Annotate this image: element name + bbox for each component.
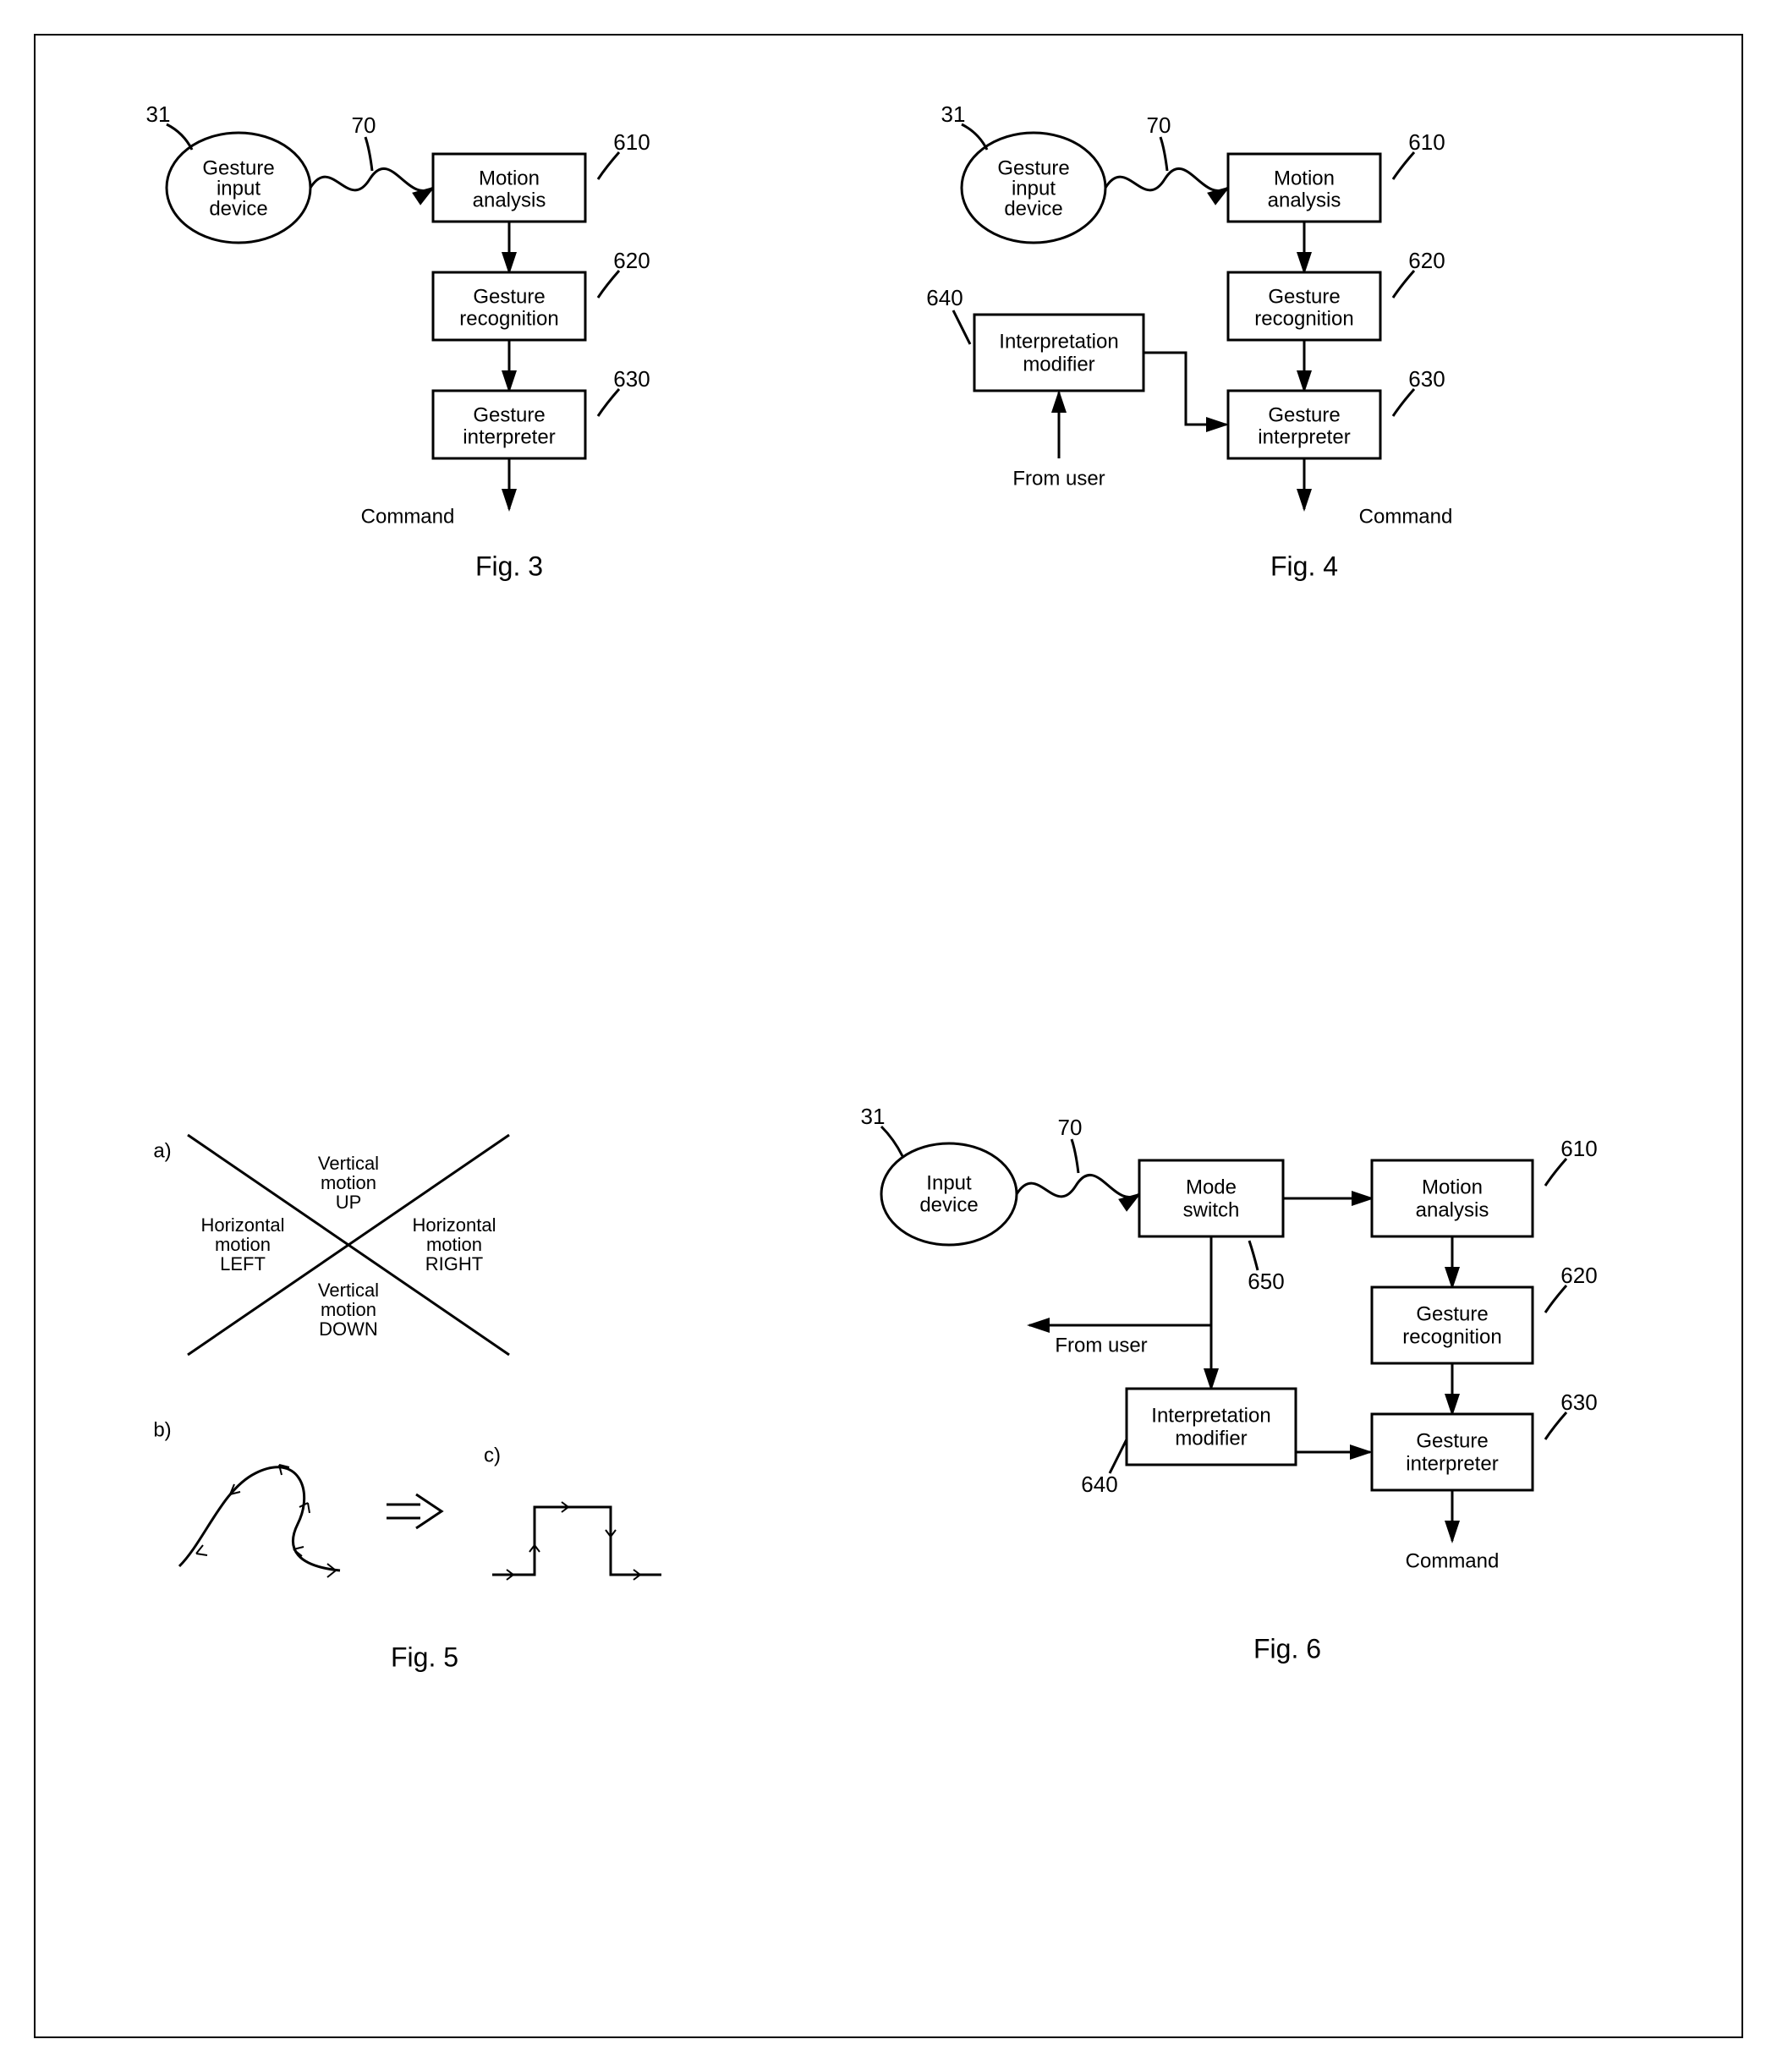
ref-640: 640 [926,285,963,310]
svg-text:Interpretation: Interpretation [1151,1404,1270,1427]
svg-text:motion: motion [321,1299,376,1320]
motion-analysis-l1: Motion [479,167,540,189]
svg-text:device: device [1004,197,1062,220]
step-motion [492,1502,661,1580]
svg-text:modifier: modifier [1023,353,1094,375]
svg-text:analysis: analysis [1416,1198,1489,1221]
figure-3: Gesture input device 31 70 Motion analys… [137,103,687,682]
svg-text:Input: Input [926,1171,972,1194]
fig4-caption: Fig. 4 [1270,551,1338,581]
from-user-label: From user [1055,1334,1147,1357]
ref-610: 610 [1560,1136,1597,1161]
panel-b-label: b) [153,1418,171,1441]
from-user-label: From user [1012,467,1105,490]
svg-text:Mode: Mode [1186,1176,1237,1198]
svg-text:Gesture: Gesture [1268,403,1340,426]
ref-620: 620 [1408,248,1445,273]
panel-a-label: a) [153,1139,171,1162]
svg-text:Horizontal: Horizontal [200,1214,284,1236]
svg-text:Interpretation: Interpretation [999,330,1118,353]
svg-text:Motion: Motion [1274,167,1335,189]
ref-70: 70 [352,112,376,138]
svg-text:Motion: Motion [1422,1176,1483,1198]
svg-text:switch: switch [1183,1198,1240,1221]
gesture-input-label-2: input [217,177,261,200]
ref-630: 630 [613,366,650,392]
ref-31: 31 [941,101,966,127]
svg-text:interpreter: interpreter [1406,1452,1498,1475]
svg-text:modifier: modifier [1175,1427,1247,1450]
figure-6: Input device 31 70 Mode switch 650 Motio… [839,1093,1685,1757]
svg-text:device: device [919,1193,978,1216]
command-label: Command [1359,505,1453,528]
ref-31: 31 [146,101,171,127]
gesture-recog-l1: Gesture [473,285,545,308]
svg-text:input: input [1012,177,1056,200]
panel-c-label: c) [484,1444,501,1466]
gesture-interp-l1: Gesture [473,403,545,426]
svg-text:motion: motion [215,1234,271,1255]
svg-text:Vertical: Vertical [318,1280,379,1301]
command-label: Command [361,505,455,528]
ref-630: 630 [1408,366,1445,392]
ref-650: 650 [1248,1269,1284,1294]
svg-text:Gesture: Gesture [997,156,1069,179]
svg-text:motion: motion [321,1172,376,1193]
gesture-input-label-3: device [209,197,267,220]
svg-text:Horizontal: Horizontal [412,1214,496,1236]
ref-610: 610 [613,129,650,155]
svg-text:UP: UP [336,1192,362,1213]
gesture-input-label-1: Gesture [202,156,274,179]
svg-text:recognition: recognition [1402,1325,1501,1348]
svg-text:analysis: analysis [1268,189,1341,211]
implies-arrow-icon [387,1494,442,1528]
ref-620: 620 [613,248,650,273]
ref-70: 70 [1058,1115,1083,1140]
svg-text:Gesture: Gesture [1416,1302,1488,1325]
svg-text:LEFT: LEFT [220,1253,266,1274]
svg-text:DOWN: DOWN [319,1318,378,1340]
fig6-caption: Fig. 6 [1253,1633,1321,1664]
curvy-motion [179,1465,340,1577]
fig5-caption: Fig. 5 [391,1642,458,1672]
svg-text:Gesture: Gesture [1268,285,1340,308]
ref-630: 630 [1560,1390,1597,1415]
ref-640: 640 [1081,1472,1117,1497]
svg-text:interpreter: interpreter [1258,425,1350,448]
ref-31: 31 [861,1104,886,1129]
svg-text:Vertical: Vertical [318,1153,379,1174]
ref-70: 70 [1147,112,1171,138]
svg-text:Gesture: Gesture [1416,1429,1488,1452]
svg-text:RIGHT: RIGHT [425,1253,483,1274]
motion-analysis-l2: analysis [473,189,546,211]
fig3-caption: Fig. 3 [475,551,543,581]
ref-620: 620 [1560,1263,1597,1288]
gesture-recog-l2: recognition [459,307,558,330]
svg-text:recognition: recognition [1254,307,1353,330]
quadrant-diagram: Vertical motion UP Horizontal motion RIG… [188,1135,509,1355]
figure-4: Gesture input device 31 70 Motion analys… [924,103,1643,682]
ref-610: 610 [1408,129,1445,155]
figure-5: a) Vertical motion UP Horizontal motion … [137,1118,746,1714]
gesture-interp-l2: interpreter [463,425,555,448]
svg-text:motion: motion [426,1234,482,1255]
command-label: Command [1406,1549,1500,1572]
